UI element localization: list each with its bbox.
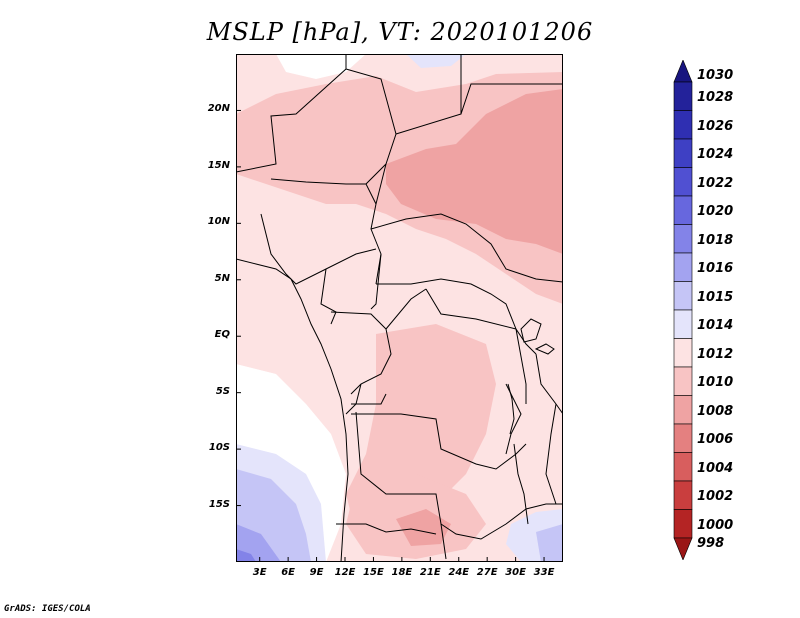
- colorbar-swatch: [673, 309, 693, 339]
- x-tick-label: 6E: [281, 567, 296, 578]
- map-title: MSLP [hPa], VT: 2020101206: [206, 18, 594, 46]
- colorbar-label: 1002: [697, 489, 734, 505]
- x-tick-label: 27E: [476, 567, 498, 578]
- x-tick-label: 24E: [448, 567, 470, 578]
- field-1016-mozambique: [536, 524, 563, 562]
- colorbar-label: 1024: [697, 147, 734, 163]
- coastline: [236, 258, 349, 562]
- colorbar-swatch: [673, 60, 693, 83]
- colorbar-swatch: [673, 366, 693, 396]
- lakes: [507, 318, 555, 525]
- colorbar-swatch: [673, 423, 693, 453]
- colorbar-label: 1028: [697, 90, 734, 106]
- y-tick-label: 5N: [214, 272, 230, 284]
- field-1015-north: [406, 54, 466, 68]
- colorbar-label: 1006: [697, 432, 734, 448]
- colorbar-swatch: [673, 195, 693, 225]
- y-tick-label: 5S: [215, 385, 230, 397]
- colorbar-swatch: [673, 81, 693, 111]
- country-borders: [236, 54, 563, 560]
- colorbar-label: 1016: [697, 261, 734, 277]
- pressure-field-map: [236, 54, 563, 562]
- colorbar-swatch: [673, 537, 693, 560]
- colorbar-swatch: [673, 167, 693, 197]
- colorbar-swatch: [673, 395, 693, 425]
- map-frame: [236, 54, 563, 562]
- colorbar-label: 1015: [697, 289, 734, 305]
- field-1018-atlantic: [236, 524, 281, 562]
- x-tick-label: 12E: [334, 567, 356, 578]
- x-tick-label: 33E: [533, 567, 555, 578]
- field-1014-sahara: [276, 54, 366, 79]
- colorbar: [673, 60, 693, 560]
- field-1008-zambia: [396, 509, 451, 546]
- y-tick-label: 20N: [207, 103, 230, 115]
- field-1008-sudan: [386, 89, 563, 254]
- colorbar-label: 1010: [697, 375, 734, 391]
- colorbar-swatch: [673, 281, 693, 311]
- y-tick-label: 15N: [207, 159, 230, 171]
- x-tick-label: 18E: [391, 567, 413, 578]
- x-tick-label: 15E: [363, 567, 384, 578]
- colorbar-label: 1030: [697, 67, 734, 83]
- colorbar-label: 1020: [697, 204, 734, 220]
- x-tick-label: 9E: [309, 567, 324, 578]
- x-tick-label: 30E: [505, 567, 526, 578]
- map-panel: [236, 54, 563, 562]
- colorbar-label: 1026: [697, 118, 734, 134]
- x-tick-label: 21E: [419, 567, 441, 578]
- colorbar-label: 1004: [697, 460, 734, 476]
- field-1020-atlantic: [236, 549, 256, 562]
- colorbar-label: 998: [697, 535, 725, 551]
- colorbar-swatch: [673, 252, 693, 282]
- colorbar-label: 1008: [697, 403, 734, 419]
- y-tick-label: 15S: [208, 498, 230, 510]
- axis-ticks: [236, 109, 545, 562]
- colorbar-swatch: [673, 138, 693, 168]
- y-tick-label: 10N: [207, 216, 230, 228]
- y-tick-label: EQ: [214, 329, 230, 341]
- colorbar-swatch: [673, 452, 693, 482]
- footer-credit: GrADS: IGES/COLA: [4, 604, 91, 614]
- colorbar-swatch: [673, 110, 693, 140]
- colorbar-swatch: [673, 480, 693, 510]
- colorbar-label: 1012: [697, 346, 734, 362]
- colorbar-label: 1014: [697, 318, 734, 334]
- y-tick-label: 10S: [208, 442, 230, 454]
- colorbar-swatch: [673, 338, 693, 368]
- colorbar-label: 1022: [697, 175, 734, 191]
- colorbar-swatch: [673, 509, 693, 539]
- colorbar-swatch: [673, 224, 693, 254]
- colorbar-label: 1018: [697, 232, 734, 248]
- colorbar-label: 1000: [697, 517, 734, 533]
- x-tick-label: 3E: [252, 567, 267, 578]
